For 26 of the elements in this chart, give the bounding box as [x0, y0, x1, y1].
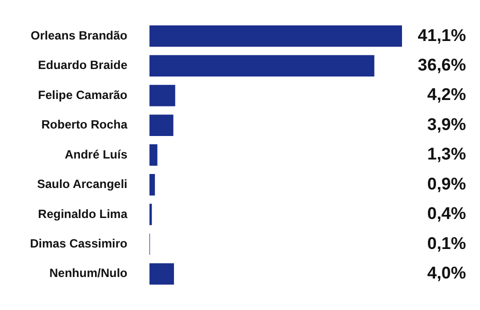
data-label: 41,1%: [418, 26, 466, 45]
y-tick-label: Saulo Arcangeli: [37, 177, 128, 192]
data-label: 0,1%: [427, 234, 466, 253]
y-tick-label: Dimas Cassimiro: [30, 236, 128, 251]
y-tick-label: Orleans Brandão: [30, 28, 128, 42]
bar: [149, 55, 374, 77]
bar: [149, 263, 174, 285]
data-label: 0,4%: [427, 204, 466, 224]
data-label: 3,9%: [427, 114, 466, 134]
y-tick-label: Felipe Camarão: [38, 88, 128, 102]
bar: [149, 174, 155, 196]
data-label: 36,6%: [418, 55, 466, 74]
data-label: 1,3%: [427, 144, 466, 164]
y-tick-label: Reginaldo Lima: [38, 206, 128, 221]
data-label: 0,9%: [427, 174, 466, 194]
bar: [149, 25, 402, 47]
y-tick-label: André Luís: [64, 147, 128, 162]
y-tick-label: Roberto Rocha: [41, 118, 128, 132]
data-label: 4,0%: [427, 264, 466, 283]
y-tick-label: Nenhum/Nulo: [49, 266, 128, 280]
bar: [149, 204, 152, 226]
bar: [149, 84, 176, 106]
bar: [149, 144, 158, 166]
data-label: 4,2%: [427, 85, 466, 104]
bar: [149, 114, 174, 136]
y-tick-label: Eduardo Braide: [38, 58, 128, 72]
